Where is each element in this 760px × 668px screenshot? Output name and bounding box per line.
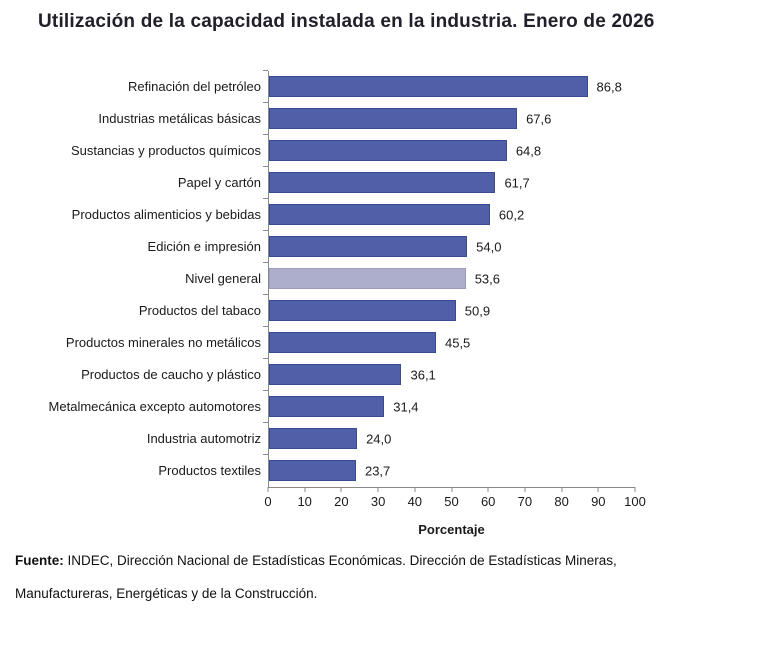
x-tick xyxy=(487,487,489,492)
chart-row: Metalmecánica excepto automotores 31,4 xyxy=(0,390,760,423)
x-tick-label: 60 xyxy=(480,494,496,509)
bar xyxy=(269,428,358,449)
x-tick-label: 90 xyxy=(591,494,606,509)
bar xyxy=(269,140,507,161)
x-tick-label: 10 xyxy=(297,494,312,509)
x-tick xyxy=(414,487,416,492)
chart-row: Papel y cartón 61,7 xyxy=(0,166,760,199)
x-tick xyxy=(377,487,379,492)
plot-cell: 23,7 xyxy=(263,454,636,487)
plot-cell: 86,8 xyxy=(263,70,636,103)
plot-cell: 61,7 xyxy=(263,166,636,199)
category-label: Industria automotriz xyxy=(146,431,261,446)
category-label: Papel y cartón xyxy=(177,175,261,190)
chart-row: Edición e impresión 54,0 xyxy=(0,230,760,263)
chart-row: Industria automotriz 24,0 xyxy=(0,422,760,455)
x-axis-title: Porcentaje xyxy=(418,522,485,537)
bar xyxy=(269,236,468,257)
x-tick xyxy=(634,487,636,492)
value-label: 24,0 xyxy=(366,431,392,447)
x-tick-label: 50 xyxy=(444,494,459,509)
x-axis: 0 10 20 30 40 50 60 70 80 90 100 xyxy=(264,487,646,509)
plot-cell: 60,2 xyxy=(263,198,636,231)
plot-cell: 36,1 xyxy=(263,358,636,391)
value-label: 50,9 xyxy=(464,303,491,319)
bar xyxy=(269,332,436,353)
chart-row: Nivel general 53,6 xyxy=(0,262,760,295)
category-label: Productos alimenticios y bebidas xyxy=(71,207,261,222)
x-tick-label: 30 xyxy=(370,494,386,509)
value-label: 60,2 xyxy=(498,207,525,223)
x-tick xyxy=(561,487,563,492)
chart-row: Productos textiles 23,7 xyxy=(0,454,760,487)
source-line-1: Fuente: INDEC, Dirección Nacional de Est… xyxy=(15,553,745,569)
x-tick-label: 70 xyxy=(517,494,533,509)
category-label: Productos textiles xyxy=(158,463,261,478)
plot-cell: 67,6 xyxy=(263,102,636,135)
category-label: Metalmecánica excepto automotores xyxy=(48,399,261,414)
x-tick-label: 40 xyxy=(407,494,423,509)
plot-cell: 50,9 xyxy=(263,294,636,327)
plot-cell: 24,0 xyxy=(263,422,636,455)
x-tick xyxy=(267,487,269,492)
x-tick-label: 80 xyxy=(554,494,569,509)
category-label: Edición e impresión xyxy=(147,239,261,254)
x-tick xyxy=(340,487,342,492)
bar xyxy=(269,172,496,193)
x-tick-label: 0 xyxy=(264,494,272,509)
bar xyxy=(269,204,490,225)
chart-row: Productos de caucho y plástico 36,1 xyxy=(0,358,760,391)
bar-highlight xyxy=(269,268,466,289)
bar xyxy=(269,396,385,417)
source-text-1: INDEC, Dirección Nacional de Estadística… xyxy=(63,553,617,568)
bar-chart: Refinación del petróleo 86,8 Industrias me… xyxy=(0,70,760,537)
value-label: 64,8 xyxy=(515,143,542,159)
plot-cell: 31,4 xyxy=(263,390,636,423)
value-label: 36,1 xyxy=(410,367,436,383)
category-label: Refinación del petróleo xyxy=(128,79,261,94)
bar xyxy=(269,460,356,481)
category-label: Productos minerales no metálicos xyxy=(65,335,261,350)
chart-row: Productos alimenticios y bebidas 60,2 xyxy=(0,198,760,231)
x-tick xyxy=(597,487,599,492)
chart-row: Industrias metálicas básicas 67,6 xyxy=(0,102,760,135)
source-note: Fuente: INDEC, Dirección Nacional de Est… xyxy=(15,553,745,602)
chart-title: Utilización de la capacidad instalada en… xyxy=(38,11,655,32)
category-label: Nivel general xyxy=(185,271,261,286)
value-label: 45,5 xyxy=(444,335,471,351)
value-label: 67,6 xyxy=(526,111,552,127)
source-line-2: Manufactureras, Energéticas y de la Cons… xyxy=(15,586,318,601)
bar xyxy=(269,364,402,385)
chart-row: Productos del tabaco 50,9 xyxy=(0,294,760,327)
x-tick xyxy=(304,487,306,492)
source-label: Fuente: xyxy=(15,553,64,568)
category-label: Productos del tabaco xyxy=(138,303,261,318)
value-label: 86,8 xyxy=(596,79,622,95)
chart-row: Productos minerales no metálicos 45,5 xyxy=(0,326,760,359)
plot-cell: 53,6 xyxy=(263,262,636,295)
value-label: 53,6 xyxy=(474,271,501,287)
bar xyxy=(269,108,518,129)
chart-row: Sustancias y productos químicos 64,8 xyxy=(0,134,760,167)
chart-rows: Refinación del petróleo 86,8 Industrias me… xyxy=(0,70,760,487)
category-label: Sustancias y productos químicos xyxy=(70,143,261,158)
x-tick-label: 20 xyxy=(334,494,349,509)
x-tick xyxy=(451,487,452,492)
x-tick xyxy=(524,487,526,492)
value-label: 31,4 xyxy=(393,399,419,415)
bar xyxy=(269,300,456,321)
plot-cell: 64,8 xyxy=(263,134,636,167)
chart-row: Refinación del petróleo 86,8 xyxy=(0,70,760,103)
x-tick-label: 100 xyxy=(624,494,646,509)
value-label: 23,7 xyxy=(364,463,391,479)
plot-cell: 45,5 xyxy=(263,326,636,359)
plot-cell: 54,0 xyxy=(263,230,636,263)
bar xyxy=(269,76,588,97)
value-label: 61,7 xyxy=(504,175,530,191)
value-label: 54,0 xyxy=(476,239,502,255)
category-label: Industrias metálicas básicas xyxy=(98,111,261,126)
category-label: Productos de caucho y plástico xyxy=(81,367,261,382)
